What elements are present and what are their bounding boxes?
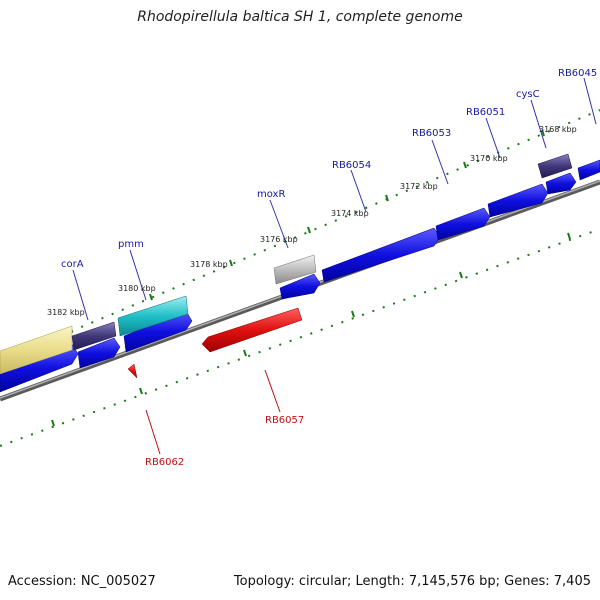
corA-feature <box>71 321 117 351</box>
gene-label-RB6054[interactable]: RB6054 <box>332 160 371 171</box>
gene-RB6057-block <box>201 307 303 353</box>
gene-label-RB6053[interactable]: RB6053 <box>412 128 451 139</box>
feature-blocks <box>0 153 573 375</box>
gene-RB6051-block <box>487 183 549 218</box>
forward-gene-labels: RB6045 cysC RB6051 RB6053 RB6054 moxR pm… <box>61 68 597 270</box>
gene-label-RB6051[interactable]: RB6051 <box>466 107 505 118</box>
tick-label: 3178 kbp <box>190 260 228 269</box>
accession-text: Accession: NC_005027 <box>8 574 156 589</box>
reverse-genes <box>127 307 303 379</box>
tick-label: 3170 kbp <box>470 154 508 163</box>
forward-genes <box>0 159 600 393</box>
genome-summary-text: Topology: circular; Length: 7,145,576 bp… <box>233 574 591 589</box>
gene-moxR-block <box>279 273 321 300</box>
gene-label-RB6057[interactable]: RB6057 <box>265 415 304 426</box>
major-ticks <box>51 129 571 427</box>
gene-label-RB6045[interactable]: RB6045 <box>558 68 597 79</box>
moxR-feature <box>273 254 317 285</box>
gene-label-moxR[interactable]: moxR <box>257 189 285 200</box>
gene-label-corA[interactable]: corA <box>61 259 84 270</box>
gene-RB6053-block <box>435 207 491 241</box>
gene-cysC-block <box>545 172 577 195</box>
forward-tick-track <box>0 109 600 362</box>
tick-label: 3174 kbp <box>331 209 369 218</box>
gene-RB6045-block <box>577 159 600 181</box>
reverse-leaders <box>145 369 281 455</box>
tick-label: 3176 kbp <box>260 235 298 244</box>
map-title: Rhodopirellula baltica SH 1, complete ge… <box>137 9 463 25</box>
pmm-feature <box>117 295 189 337</box>
forward-leaders <box>72 77 597 321</box>
reverse-gene-labels: RB6057 RB6062 <box>145 415 304 468</box>
gene-label-RB6062[interactable]: RB6062 <box>145 457 184 468</box>
cysC-feature <box>537 153 573 179</box>
gene-RB6062-block <box>127 363 138 379</box>
yellow-feature <box>0 325 73 375</box>
gene-RB6054-block <box>321 227 441 283</box>
gene-label-cysC[interactable]: cysC <box>516 89 540 100</box>
gene-corA-block <box>77 337 121 369</box>
tick-label: 3172 kbp <box>400 182 438 191</box>
tick-label: 3168 kbp <box>539 125 577 134</box>
tick-labels: 3168 kbp 3170 kbp 3172 kbp 3174 kbp 3176… <box>47 125 577 317</box>
tick-label: 3182 kbp <box>47 308 85 317</box>
reverse-tick-track <box>0 228 600 447</box>
gene-label-pmm[interactable]: pmm <box>118 239 144 250</box>
tick-label: 3180 kbp <box>118 284 156 293</box>
